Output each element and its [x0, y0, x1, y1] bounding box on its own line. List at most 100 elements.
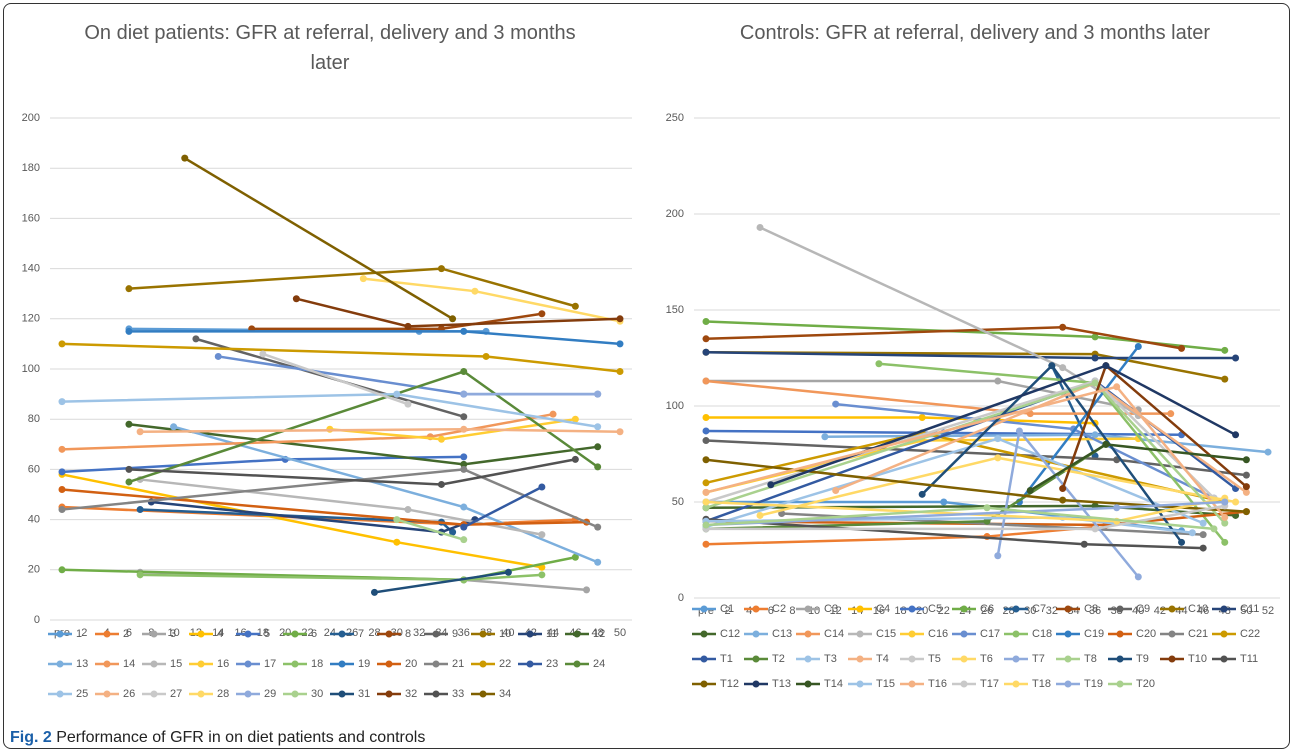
point [58, 398, 66, 406]
point [994, 377, 1002, 385]
point [571, 553, 579, 561]
legend-label: T16 [928, 678, 947, 690]
legend-marker [960, 630, 968, 638]
x-tick-label: 16 [873, 605, 885, 617]
point [125, 478, 133, 486]
legend-marker [856, 680, 864, 688]
legend-marker [1116, 680, 1124, 688]
legend-marker [1012, 630, 1020, 638]
legend-marker [1064, 630, 1072, 638]
point [58, 445, 66, 453]
legend-label: T20 [1136, 678, 1155, 690]
point [1178, 344, 1186, 352]
point [702, 348, 710, 356]
legend-label: 33 [452, 688, 464, 700]
x-tick-label: 20 [916, 605, 928, 617]
legend-label: T5 [928, 653, 941, 665]
legend-label: 6 [311, 628, 317, 640]
point [359, 275, 367, 283]
point [1242, 483, 1250, 491]
series-line [251, 312, 543, 331]
legend-label: 23 [546, 658, 558, 670]
point [181, 154, 189, 162]
legend-label: 31 [358, 688, 370, 700]
point [1134, 342, 1142, 350]
point [1221, 346, 1229, 354]
legend-label: T11 [1240, 653, 1258, 665]
point [1232, 498, 1240, 506]
point [994, 454, 1002, 462]
legend-label: 30 [311, 688, 323, 700]
legend-marker [56, 630, 64, 638]
legend-label: T10 [1188, 653, 1207, 665]
series-line [128, 267, 576, 308]
point [58, 485, 66, 493]
point [767, 481, 775, 489]
point [1026, 486, 1034, 494]
legend-label: 21 [452, 658, 464, 670]
point [549, 410, 557, 418]
legend-label: C16 [928, 628, 948, 640]
x-tick-label: 14 [212, 627, 224, 639]
point [583, 586, 591, 594]
caption-label: Fig. 2 [10, 729, 52, 746]
y-tick-label: 0 [678, 592, 684, 604]
point [1091, 431, 1099, 439]
point [1199, 544, 1207, 552]
point [1221, 375, 1229, 383]
legend-marker [1168, 605, 1176, 613]
point [702, 335, 710, 343]
legend-marker [1168, 630, 1176, 638]
legend-label: 9 [452, 628, 458, 640]
point [437, 480, 445, 488]
legend-label: T9 [1136, 653, 1149, 665]
point [702, 437, 710, 445]
point [616, 428, 624, 436]
legend-marker [385, 690, 393, 698]
y-tick-label: 140 [22, 263, 40, 275]
x-tick-label: 48 [592, 627, 604, 639]
point [702, 318, 710, 326]
point [136, 428, 144, 436]
x-tick-label: 46 [1197, 605, 1209, 617]
legend-marker [385, 630, 393, 638]
legend-label: T8 [1084, 653, 1097, 665]
legend-marker [804, 605, 812, 613]
caption: Fig. 2 Performance of GFR in on diet pat… [10, 729, 425, 747]
legend-label: C14 [824, 628, 844, 640]
legend-marker [960, 655, 968, 663]
point [1188, 529, 1196, 537]
legend-label: C9 [1136, 603, 1150, 615]
point [571, 455, 579, 463]
legend-label: 22 [499, 658, 511, 670]
legend-label: 17 [264, 658, 276, 670]
legend-label: C17 [980, 628, 1000, 640]
legend-marker [526, 630, 534, 638]
legend-marker [103, 690, 111, 698]
point [393, 516, 401, 524]
point [875, 360, 883, 368]
series-line [706, 416, 1096, 425]
x-tick-label: 28 [1002, 605, 1014, 617]
legend-marker [197, 660, 205, 668]
point [1113, 504, 1121, 512]
legend-marker [291, 660, 299, 668]
legend-marker [150, 660, 158, 668]
point [702, 427, 710, 435]
y-tick-label: 120 [22, 313, 40, 325]
point [1026, 410, 1034, 418]
y-tick-label: 200 [666, 208, 684, 220]
x-tick-label: 52 [1262, 605, 1274, 617]
legend-marker [103, 630, 111, 638]
point [594, 423, 602, 431]
point [1221, 513, 1229, 521]
y-tick-label: 250 [666, 112, 684, 124]
point [404, 506, 412, 514]
legend-label: 10 [499, 628, 511, 640]
legend-label: 11 [546, 628, 557, 640]
legend-label: 24 [593, 658, 605, 670]
legend-label: C2 [772, 603, 786, 615]
series-line [262, 352, 409, 406]
point [1102, 362, 1110, 370]
legend-marker [908, 680, 916, 688]
